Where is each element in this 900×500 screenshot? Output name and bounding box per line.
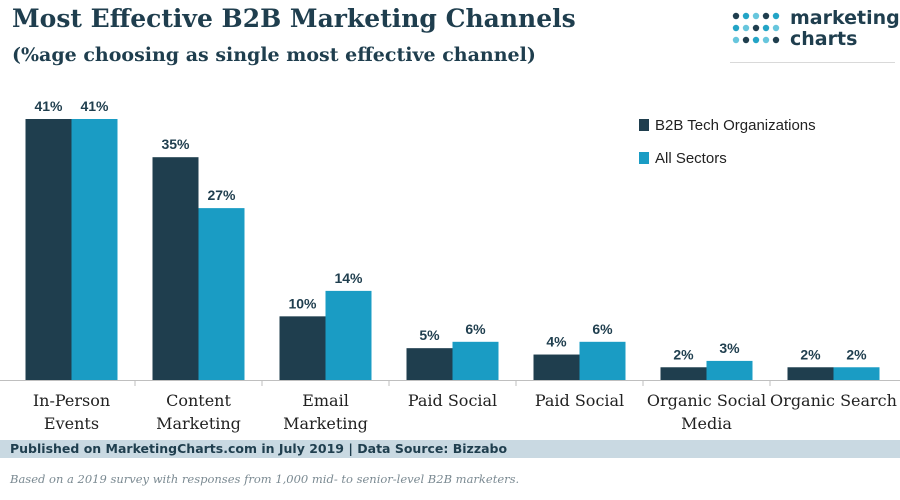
- bar-2-7: [833, 367, 880, 380]
- chart-title: Most Effective B2B Marketing Channels: [12, 4, 576, 33]
- bar-2-6: [706, 360, 753, 380]
- category-label: Paid Social: [535, 391, 624, 410]
- logo-dot: [742, 36, 750, 44]
- logo-divider: [730, 62, 895, 63]
- bar-1-1: [25, 119, 72, 380]
- bar-2-2: [198, 208, 245, 380]
- value-label: 6%: [592, 321, 613, 337]
- value-label: 41%: [80, 98, 109, 114]
- logo-dot: [732, 24, 740, 32]
- logo-dot: [752, 12, 760, 20]
- category-label: Marketing: [283, 414, 368, 433]
- logo-dot: [742, 12, 750, 20]
- value-label: 27%: [207, 187, 236, 203]
- value-label: 5%: [419, 327, 440, 343]
- source-line: Published on MarketingCharts.com in July…: [10, 441, 508, 456]
- logo-dot: [762, 24, 770, 32]
- legend-swatch: [639, 152, 649, 164]
- value-label: 3%: [719, 340, 740, 356]
- bar-1-2: [152, 157, 199, 380]
- logo-dots-icon: [732, 12, 780, 44]
- category-label: Email: [302, 391, 349, 410]
- category-label: Organic Search: [770, 391, 897, 410]
- category-label: Marketing: [156, 414, 241, 433]
- footer-bar: [0, 440, 900, 458]
- logo-dot: [752, 36, 760, 44]
- bar-2-3: [325, 290, 372, 380]
- logo-word-1: marketing: [790, 7, 900, 29]
- legend-swatch: [639, 119, 649, 131]
- survey-note: Based on a 2019 survey with responses fr…: [10, 472, 520, 486]
- category-label: Paid Social: [408, 391, 497, 410]
- legend-label: All Sectors: [655, 150, 727, 167]
- bar-1-6: [660, 367, 707, 380]
- value-label: 41%: [34, 98, 63, 114]
- value-label: 2%: [846, 346, 867, 362]
- bar-chart: 41% 41% 35% 27% 10% 14% 5% 6% 4% 6% 2% 3% 2% 2% In-Pe…: [0, 98, 900, 433]
- bar-2-1: [71, 119, 118, 380]
- logo-dot: [742, 24, 750, 32]
- bar-1-4: [406, 348, 453, 380]
- bar-1-7: [787, 367, 834, 380]
- logo-dot: [752, 24, 760, 32]
- bar-1-5: [533, 354, 580, 380]
- legend-label: B2B Tech Organizations: [655, 117, 816, 134]
- logo-dot: [732, 12, 740, 20]
- logo-dot: [772, 24, 780, 32]
- value-label: 2%: [673, 346, 694, 362]
- category-label: Content: [166, 391, 231, 410]
- logo-dot: [732, 36, 740, 44]
- value-label: 4%: [546, 334, 567, 350]
- marketingcharts-logo: marketing charts: [730, 8, 900, 58]
- value-label: 2%: [800, 346, 821, 362]
- category-label: Organic Social: [647, 391, 766, 410]
- logo-word-2: charts: [790, 28, 858, 50]
- category-label: Media: [681, 414, 732, 433]
- value-label: 6%: [465, 321, 486, 337]
- value-label: 10%: [288, 295, 317, 311]
- logo-dot: [762, 36, 770, 44]
- value-label: 35%: [161, 136, 190, 152]
- chart-subtitle: (%age choosing as single most effective …: [12, 44, 536, 66]
- logo-dot: [772, 36, 780, 44]
- logo-dot: [772, 12, 780, 20]
- value-label: 14%: [334, 270, 363, 286]
- category-label: In-Person: [33, 391, 110, 410]
- bar-2-5: [579, 341, 626, 380]
- bar-1-3: [279, 316, 326, 380]
- logo-dot: [762, 12, 770, 20]
- category-label: Events: [44, 414, 99, 433]
- bar-2-4: [452, 341, 499, 380]
